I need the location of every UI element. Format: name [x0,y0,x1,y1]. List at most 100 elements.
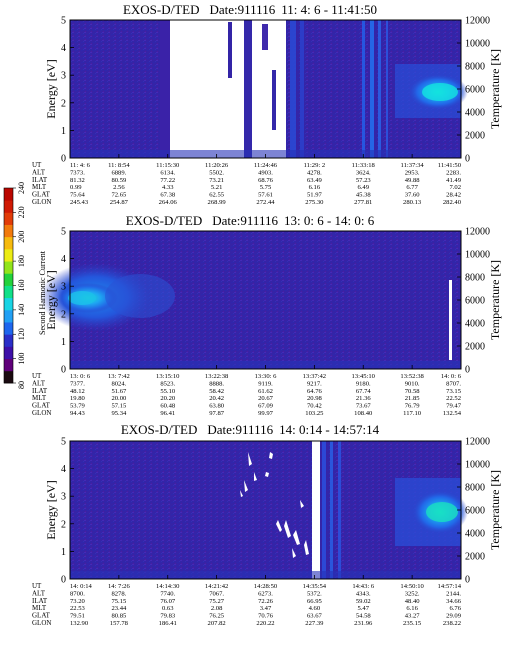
temperature-tick-label: 6000 [465,296,485,307]
orbit-value: 14:57:14 [438,583,462,590]
orbit-value: 79.51 [70,613,85,620]
orbit-value: 79.47 [446,403,462,410]
orbit-value: 73.20 [70,598,86,605]
orbit-value: 282.40 [443,199,462,206]
orbit-value: 8523. [160,380,175,387]
orbit-value: 13: 7:42 [108,373,130,380]
orbit-value: 57.61 [258,192,273,199]
colorbar-block [4,212,13,225]
temperature-tick-label: 4000 [465,108,485,119]
orbit-value: 73.67 [356,403,372,410]
orbit-value: 67.38 [160,192,176,199]
orbit-row-label: ILAT [32,387,48,395]
orbit-value: 11:33:18 [352,162,376,169]
orbit-value: 220.22 [256,620,274,627]
orbit-value: 77.22 [160,177,175,184]
orbit-value: 13:45:10 [352,373,376,380]
orbit-value: 4343. [356,590,371,597]
colorbar-label: Second Harmonic Current [38,250,47,335]
orbit-value: 58.42 [209,388,224,395]
orbit-value: 13:37:42 [303,373,326,380]
orbit-row-label: ALT [32,168,46,176]
panel-1-title: EXOS-D/TED Date:911116 11: 4: 6 - 11:41:50 [123,2,377,17]
colorbar-block [4,236,13,250]
colorbar-tick-label: 180 [17,255,26,267]
colorbar-tick-label: 80 [17,381,26,389]
orbit-value: 20.67 [258,395,274,402]
orbit-row-label: ILAT [32,597,48,605]
orbit-value: 4278. [307,169,322,176]
orbit-value: 51.97 [307,192,323,199]
orbit-value: 66.95 [307,598,323,605]
panel-2-title: EXOS-D/TED Date:911116 13: 0: 6 - 14: 0: 6 [126,213,375,228]
panel-2-axes: 0 1 2 3 4 5 0 2000 4000 6000 8000 10000 12000 Energy … [32,227,502,418]
orbit-value: 60.48 [160,403,176,410]
orbit-value: 41.49 [446,177,462,184]
orbit-value: 280.13 [403,199,422,206]
orbit-value: 45.38 [356,192,372,199]
orbit-value: 5502. [209,169,224,176]
colorbar-block [4,248,13,262]
temperature-tick-label: 8000 [465,483,485,494]
orbit-value: 20.20 [160,395,176,402]
orbit-value: 14:21:42 [205,583,228,590]
orbit-row-label: GLAT [32,612,51,620]
orbit-value: 3624. [356,169,371,176]
orbit-value: 19.80 [70,395,86,402]
colorbar-tick-label: 220 [17,206,26,218]
energy-tick-label: 2 [61,98,66,109]
orbit-value: 103.25 [305,410,324,417]
energy-tick-label: 1 [61,547,66,558]
orbit-value: 2.08 [211,605,223,612]
orbit-value: 6134. [160,169,175,176]
orbit-value: 63.49 [307,177,323,184]
panel-3: EXOS-D/TED Date:911116 14: 0:14 - 14:57:14 [69,422,468,580]
orbit-value: 97.87 [209,410,225,417]
orbit-row-label: UT [32,582,42,590]
energy-tick-label: 0 [61,154,66,165]
panel-2-heatmap [40,230,462,370]
orbit-value: 14:50:10 [400,583,424,590]
colorbar-scale [4,188,13,384]
orbit-value: 2144. [446,590,461,597]
orbit-value: 80.59 [111,177,127,184]
panel-1-axes: 0 1 2 3 4 5 0 2000 4000 6000 8000 10000 12000 Energy … [32,16,502,207]
temperature-tick-label: 8000 [465,273,485,284]
orbit-value: 70.42 [307,403,322,410]
energy-tick-label: 4 [61,464,66,475]
orbit-value: 132.54 [443,410,462,417]
orbit-row-label: MLT [32,394,47,402]
orbit-value: 0.63 [162,605,174,612]
orbit-value: 8700. [70,590,85,597]
orbit-value: 21.36 [356,395,372,402]
orbit-value: 2283. [446,169,461,176]
energy-tick-label: 4 [61,43,66,54]
energy-axis-label: Energy [eV] [44,480,58,539]
orbit-value: 108.40 [354,410,373,417]
orbit-value: 8278. [111,590,126,597]
orbit-value: 13:22:38 [205,373,229,380]
energy-tick-label: 1 [61,337,66,348]
orbit-value: 117.10 [403,410,422,417]
orbit-value: 264.06 [159,199,178,206]
colorbar-block [4,224,13,238]
orbit-value: 76.79 [405,403,421,410]
orbit-value: 4.60 [309,605,321,612]
temperature-tick-label: 6000 [465,85,485,96]
orbit-value: 14: 0: 6 [441,373,462,380]
orbit-value: 63.67 [307,613,323,620]
orbit-row-label: ALT [32,589,46,597]
orbit-value: 3252. [405,590,420,597]
orbit-row-label: GLAT [32,402,51,410]
orbit-value: 207.82 [208,620,226,627]
colorbar-block [4,309,13,323]
orbit-value: 67.09 [258,403,274,410]
orbit-value: 2.56 [113,184,125,191]
energy-axis-label: Energy [eV] [44,59,58,118]
orbit-value: 277.81 [354,199,372,206]
energy-tick-label: 3 [61,492,66,503]
orbit-value: 14:28:50 [254,583,278,590]
colorbar-block [4,334,13,347]
orbit-value: 13:15:10 [156,373,180,380]
colorbar-block [4,370,13,384]
